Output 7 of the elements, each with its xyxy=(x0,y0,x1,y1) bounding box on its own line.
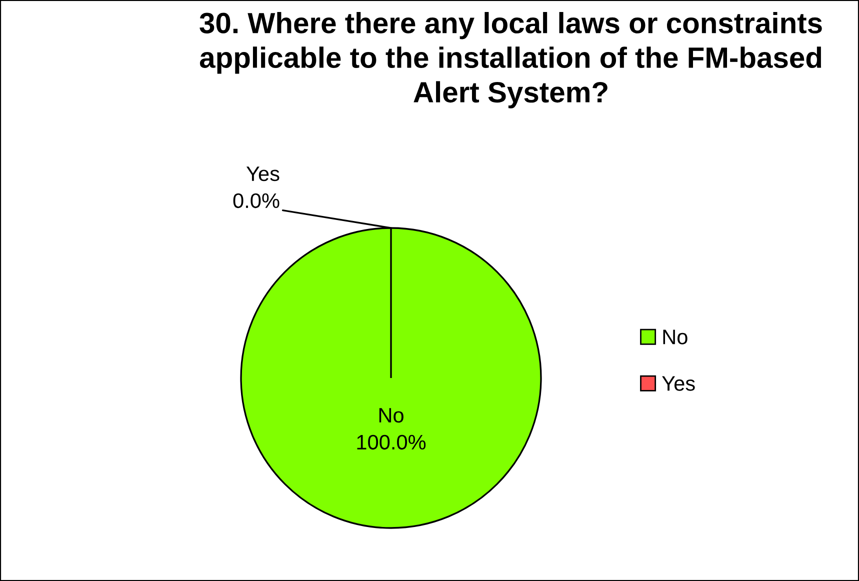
legend-label: No xyxy=(663,330,688,344)
chart-title: 30. Where there any local laws or constraints applicable to the installation of the FM-based Alert System? xyxy=(200,12,822,108)
text: 0.0% xyxy=(233,193,280,208)
legend-label: Yes xyxy=(662,376,695,391)
slice-label: No xyxy=(379,408,404,423)
category-label: Yes xyxy=(246,166,280,182)
data-label: 100.0% xyxy=(357,434,426,450)
